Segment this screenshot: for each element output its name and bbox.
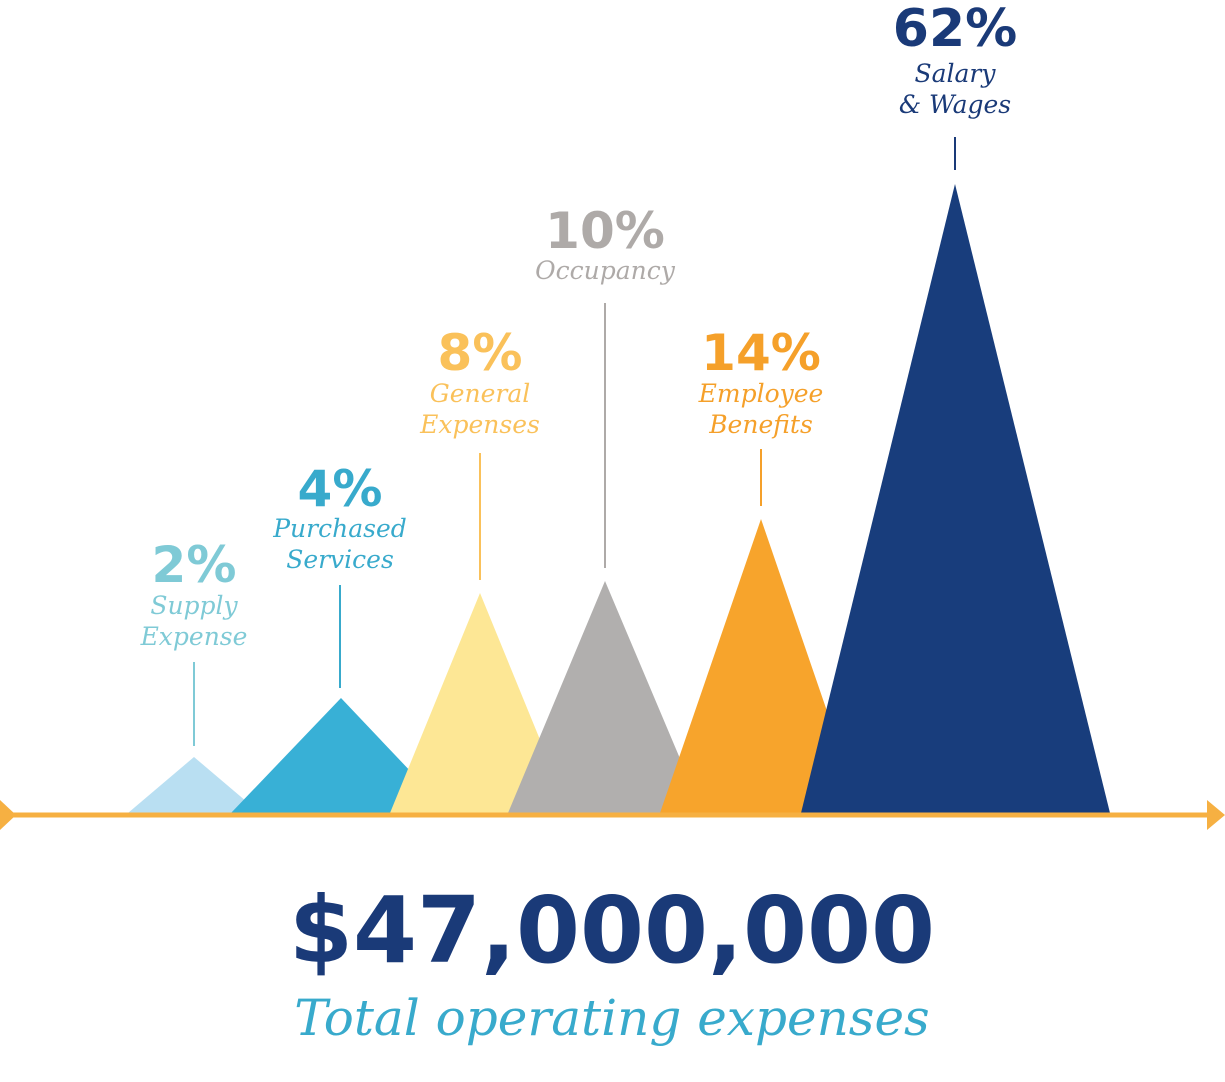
value-label-general-expenses: 8% bbox=[438, 324, 523, 382]
category-label-general-expenses-line-1: General bbox=[430, 379, 531, 408]
total-amount: $47,000,000 bbox=[289, 877, 935, 984]
peak-occupancy bbox=[508, 581, 703, 813]
category-label-salary-wages-line-1: Salary bbox=[914, 59, 996, 88]
category-label-employee-benefits-line-2: Benefits bbox=[708, 410, 813, 439]
total-label: Total operating expenses bbox=[294, 989, 929, 1047]
axis-left-arrow bbox=[0, 800, 16, 830]
category-label-supply-expense-line-2: Expense bbox=[140, 622, 248, 651]
category-label-salary-wages-line-2: & Wages bbox=[899, 90, 1011, 119]
axis-right-arrow bbox=[1207, 800, 1225, 830]
value-label-salary-wages: 62% bbox=[893, 0, 1017, 59]
timeline-axis bbox=[0, 800, 1225, 830]
peak-employee-benefits bbox=[660, 519, 862, 813]
category-label-purchased-services-line-1: Purchased bbox=[272, 514, 407, 543]
category-label-general-expenses-line-2: Expenses bbox=[419, 410, 540, 439]
peaks-group bbox=[128, 184, 1110, 813]
category-label-supply-expense-line-1: Supply bbox=[150, 591, 238, 620]
value-label-employee-benefits: 14% bbox=[701, 324, 821, 382]
peak-supply-expense bbox=[128, 757, 260, 813]
peak-salary-wages bbox=[801, 184, 1110, 813]
peak-purchased-services bbox=[231, 698, 450, 813]
category-label-employee-benefits-line-1: Employee bbox=[698, 379, 824, 408]
category-label-occupancy-line-1: Occupancy bbox=[535, 256, 676, 285]
value-label-supply-expense: 2% bbox=[152, 536, 237, 594]
category-label-purchased-services-line-2: Services bbox=[286, 545, 394, 574]
value-label-purchased-services: 4% bbox=[298, 460, 383, 518]
value-label-occupancy: 10% bbox=[545, 202, 665, 260]
peak-general-expenses bbox=[390, 593, 570, 813]
